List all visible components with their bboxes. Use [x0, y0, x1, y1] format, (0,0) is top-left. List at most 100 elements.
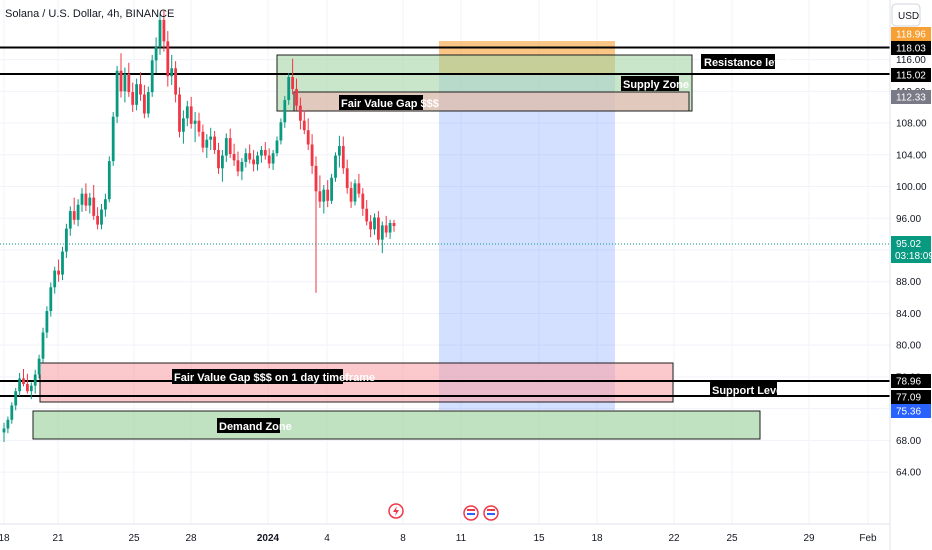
candle — [326, 180, 330, 208]
candle-body — [26, 384, 29, 392]
candle — [361, 188, 365, 216]
candle — [236, 151, 240, 177]
candle — [392, 219, 396, 232]
candle — [349, 181, 353, 208]
price-tag[interactable]: 112.33 — [891, 90, 931, 104]
price-tag[interactable]: 118.96 — [891, 27, 931, 41]
candle-body — [373, 217, 376, 230]
candle-body — [107, 161, 111, 200]
candle-body — [213, 136, 216, 151]
candle — [72, 197, 76, 225]
price-tag[interactable]: 118.03 — [891, 41, 931, 55]
price-tag[interactable]: 115.02 — [891, 68, 931, 82]
symbol-title[interactable]: Solana / U.S. Dollar, 4h, BINANCE — [5, 8, 174, 20]
candle — [111, 111, 115, 166]
fvg-label[interactable]: Fair Value Gap $$$ — [341, 98, 439, 110]
price-tag-label: 118.03 — [896, 44, 926, 55]
candle — [80, 188, 84, 212]
candle-body — [182, 118, 185, 132]
candle — [252, 150, 255, 172]
x-tick-label: 4 — [324, 533, 330, 544]
candle — [84, 183, 88, 212]
candle-body — [123, 73, 127, 92]
candle — [170, 54, 174, 85]
candle-body — [22, 378, 25, 385]
demand-label-bg — [217, 418, 280, 433]
candle-body — [334, 155, 337, 178]
candle — [295, 78, 298, 111]
price-tag[interactable]: 77.09 — [891, 390, 931, 404]
support-level-label[interactable]: Support Level — [712, 385, 785, 397]
price-tag-label: 115.02 — [896, 71, 926, 82]
candle — [244, 148, 248, 168]
candle-body — [45, 311, 49, 333]
candle-body — [84, 193, 88, 206]
candle — [100, 203, 103, 230]
candle-body — [150, 60, 154, 93]
candle-body — [326, 189, 330, 201]
candle-body — [248, 153, 252, 160]
candle-body — [310, 144, 314, 166]
candle-body — [252, 159, 255, 165]
candle — [107, 156, 111, 203]
candle-body — [209, 136, 213, 140]
candle — [291, 58, 294, 95]
candle-body — [104, 199, 107, 210]
candle — [221, 150, 224, 182]
candle-body — [361, 193, 365, 209]
candle-body — [330, 177, 333, 201]
flash-icon[interactable] — [388, 503, 404, 519]
supply-zone-label[interactable]: Supply Zone — [623, 79, 689, 91]
currency-button[interactable] — [891, 3, 921, 27]
candle-body — [287, 77, 291, 101]
candle — [357, 173, 361, 198]
candle — [182, 110, 185, 144]
axes-layer — [0, 0, 891, 550]
price-tag-bg — [891, 374, 931, 388]
y-tick-label: 104.00 — [896, 150, 927, 161]
candle — [45, 306, 49, 339]
resistance-label[interactable]: Resistance level — [704, 57, 790, 69]
candle — [123, 67, 127, 103]
candle-body — [115, 70, 119, 117]
fvg-1d-label-bg — [172, 369, 343, 384]
time-axis[interactable]: 18 21 25 28 2024 4 8 11 15 18 22 25 29 Feb — [0, 533, 877, 544]
candle — [150, 54, 154, 97]
candle — [353, 179, 357, 206]
candle-body — [41, 332, 45, 359]
candle — [197, 112, 201, 137]
candle-body — [10, 405, 14, 420]
candle-body — [14, 391, 18, 406]
fvg-1d-label[interactable]: Fair Value Gap $$$ on 1 day timeframe — [174, 372, 375, 384]
demand-zone-label[interactable]: Demand Zone — [219, 421, 292, 433]
price-tag-label: 118.96 — [896, 30, 926, 41]
candle-body — [80, 193, 84, 205]
candle — [345, 159, 349, 194]
earnings-icon[interactable] — [463, 505, 479, 521]
price-tag-label: 112.33 — [896, 93, 926, 104]
price-tag-bg — [891, 68, 931, 82]
price-tag[interactable]: 75.36 — [891, 404, 931, 418]
price-tag-label: 75.36 — [896, 407, 921, 418]
demand-zone-box[interactable] — [32, 410, 761, 440]
earnings-icon[interactable] — [483, 505, 499, 521]
candle-body — [18, 378, 21, 392]
candle — [131, 82, 135, 112]
candle-body — [322, 189, 326, 202]
candle — [166, 31, 170, 87]
candle — [318, 175, 322, 208]
candle — [41, 327, 45, 363]
price-tag[interactable]: 78.96 — [891, 374, 931, 388]
candle-body — [236, 160, 240, 172]
candle-body — [302, 120, 306, 131]
price-tag-bg — [891, 41, 931, 55]
candle-body — [353, 183, 357, 202]
candle-body — [146, 92, 150, 114]
candle-body — [72, 211, 76, 220]
candle-body — [33, 374, 37, 386]
price-tag-label: 95.02 — [896, 239, 921, 250]
candle-body — [357, 183, 361, 194]
stop-zone[interactable] — [439, 75, 615, 410]
